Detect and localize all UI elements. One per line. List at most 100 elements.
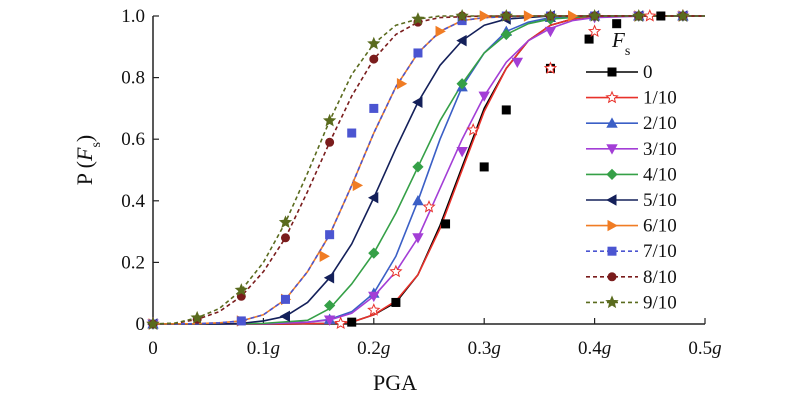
tick-labels: 0 0.2 0.4 0.6 0.8 1.0 0 0.1g 0.2g 0.3g 0.4g 0.5g: [121, 6, 721, 359]
y-axis-title-suffix: ): [72, 135, 97, 142]
series-marker-7-10: [413, 48, 423, 58]
series-marker-0: [656, 11, 666, 21]
legend-marker-0: [607, 67, 617, 77]
y-tick-label: 0.2: [121, 252, 145, 273]
series-markers: [146, 9, 690, 330]
series-marker-3-10: [544, 26, 557, 38]
legend-marker-1-10: [605, 90, 619, 104]
x-tick-label: 0.1g: [247, 338, 280, 359]
series-line-4-10: [153, 15, 705, 325]
series-marker-9-10: [632, 9, 646, 22]
legend-marker-9-10: [605, 295, 619, 309]
series-marker-4-10: [412, 161, 424, 173]
legend: Fs 0 1/10 2/10 3/10 4/10 5/10 6/10 7/10 8/10 9/10: [586, 28, 677, 313]
series-marker-5-10: [456, 34, 467, 47]
series-marker-5-10: [412, 96, 423, 108]
series-marker-9-10: [322, 113, 337, 127]
series-marker-9-10: [455, 9, 469, 22]
legend-marker-2-10: [606, 117, 618, 128]
series-line-8-10: [152, 15, 705, 325]
series-marker-3-10: [323, 315, 336, 326]
series-marker-6-10: [479, 10, 491, 22]
series-marker-7-10: [369, 103, 379, 113]
series-marker-1-10: [422, 199, 436, 213]
legend-label-0: 0: [643, 62, 653, 83]
legend-label-2-10: 2/10: [643, 113, 677, 134]
y-tick-label: 0: [136, 314, 146, 335]
legend-label-1-10: 1/10: [643, 88, 677, 109]
x-tick-label: 0.3g: [468, 338, 501, 359]
legend-label-4-10: 4/10: [643, 164, 677, 185]
series-curves: [152, 15, 705, 325]
series-marker-0: [584, 34, 594, 44]
y-axis-title-sub: s: [89, 142, 104, 147]
y-axis-title: P (Fs): [72, 135, 104, 185]
series-marker-9-10: [587, 9, 602, 22]
series-marker-0: [391, 297, 401, 307]
series-marker-3-10: [368, 291, 380, 303]
legend-marker-4-10: [606, 168, 618, 181]
x-axis-title: PGA: [373, 370, 417, 395]
series-marker-6-10: [352, 179, 364, 192]
series-marker-9-10: [367, 36, 381, 50]
series-marker-9-10: [499, 9, 513, 22]
series-marker-9-10: [411, 12, 425, 25]
x-tick-label: 0.4g: [578, 338, 611, 359]
series-marker-8-10: [280, 233, 290, 243]
series-marker-3-10: [478, 91, 490, 102]
legend-title: Fs: [611, 28, 630, 59]
series-marker-9-10: [676, 9, 690, 22]
series-marker-9-10: [146, 317, 160, 330]
legend-marker-6-10: [607, 219, 618, 232]
series-marker-1-10: [389, 264, 403, 278]
series-marker-0: [479, 162, 489, 172]
x-tick-label: 0.2g: [357, 338, 390, 359]
y-tick-label: 0.4: [121, 191, 145, 212]
series-marker-3-10: [412, 233, 424, 244]
series-marker-9-10: [278, 215, 293, 229]
series-marker-0: [501, 105, 511, 115]
series-marker-1-10: [587, 24, 602, 38]
series-marker-6-10: [568, 10, 579, 22]
series-marker-5-10: [367, 192, 379, 204]
series-marker-4-10: [368, 247, 380, 259]
series-marker-1-10: [543, 61, 558, 75]
series-marker-9-10: [190, 310, 204, 324]
legend-label-9-10: 9/10: [643, 292, 677, 313]
legend-marker-3-10: [606, 144, 618, 155]
series-marker-1-10: [466, 122, 480, 136]
legend-label-8-10: 8/10: [643, 267, 677, 288]
series-marker-8-10: [325, 137, 335, 147]
legend-label-7-10: 7/10: [643, 241, 677, 262]
series-marker-4-10: [324, 299, 336, 312]
legend-label-5-10: 5/10: [643, 190, 677, 211]
series-marker-6-10: [435, 25, 446, 38]
legend-marker-7-10: [607, 246, 617, 256]
y-axis-title-var: F: [72, 147, 97, 162]
y-tick-label: 1.0: [121, 6, 145, 27]
series-line-1-10: [153, 15, 705, 325]
y-tick-label: 0.6: [121, 129, 145, 150]
series-marker-7-10: [236, 316, 246, 326]
series-marker-3-10: [456, 147, 468, 158]
series-marker-0: [441, 219, 451, 229]
legend-marker-8-10: [607, 272, 617, 282]
legend-label-3-10: 3/10: [643, 139, 677, 160]
series-marker-4-10: [456, 78, 468, 90]
series-marker-3-10: [511, 57, 524, 69]
series-marker-0: [612, 19, 622, 29]
series-marker-9-10: [234, 283, 248, 296]
x-tick-label: 0.5g: [688, 338, 721, 359]
y-tick-label: 0.8: [121, 68, 145, 89]
series-marker-0: [347, 317, 357, 327]
series-marker-6-10: [523, 10, 535, 22]
series-marker-2-10: [412, 194, 424, 206]
series-marker-6-10: [319, 250, 330, 262]
x-tick-label: 0: [148, 338, 158, 359]
series-line-3-10: [153, 15, 705, 325]
legend-marker-5-10: [606, 194, 617, 206]
series-marker-7-10: [347, 128, 357, 138]
series-line-2-10: [153, 15, 705, 325]
